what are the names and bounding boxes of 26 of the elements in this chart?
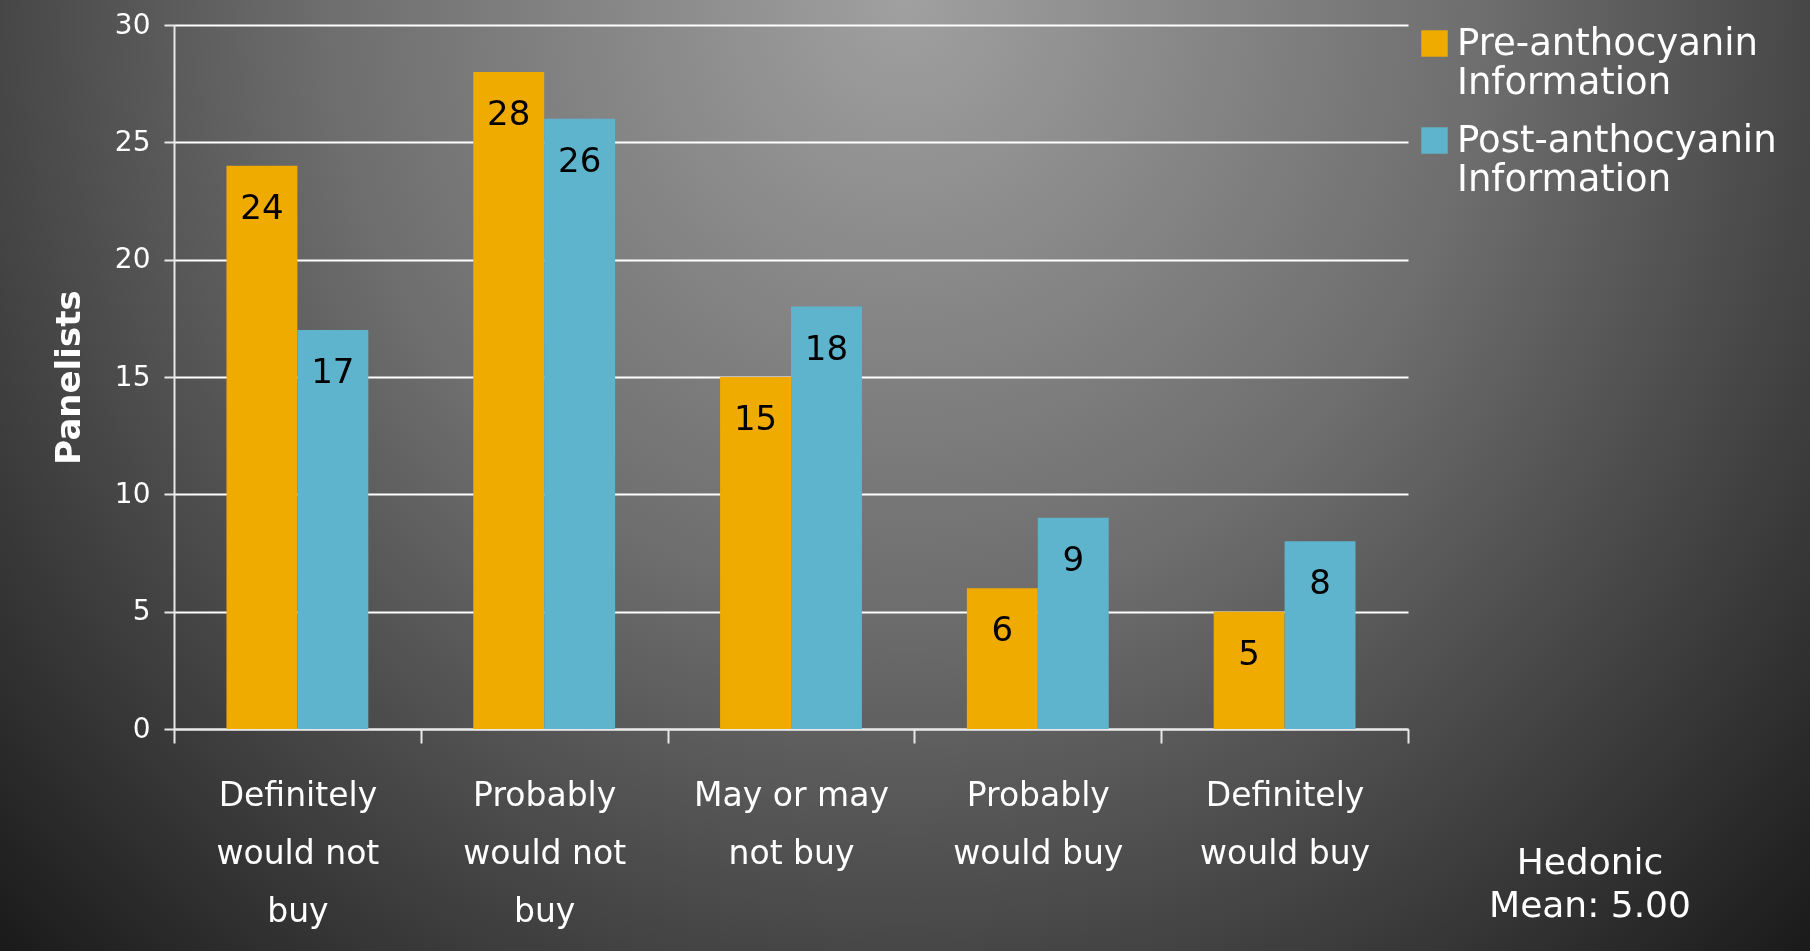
legend-label: Pre-anthocyanin Information xyxy=(1457,20,1758,103)
data-label: 5 xyxy=(1238,632,1260,673)
data-label: 8 xyxy=(1309,562,1331,603)
y-tick-label: 20 xyxy=(114,242,151,276)
text: Hedonic Mean: 5.00 xyxy=(1488,840,1692,927)
data-label: 26 xyxy=(558,139,602,180)
data-label: 15 xyxy=(733,398,778,438)
data-label: 24 xyxy=(240,186,284,227)
x-tick-label: Definitely would not buy xyxy=(216,774,380,930)
x-tick-label: May or may not buy xyxy=(694,774,889,872)
data-label: 18 xyxy=(804,327,849,368)
data-label: 6 xyxy=(991,609,1014,650)
y-tick-label: 5 xyxy=(132,594,151,628)
x-tick-label: Definitely would buy xyxy=(1200,774,1371,872)
y-tick-label: 10 xyxy=(114,476,151,510)
data-label: 28 xyxy=(487,92,531,133)
x-tick-label: Probably would buy xyxy=(953,774,1124,872)
y-tick-label: 30 xyxy=(114,7,151,41)
data-label: 17 xyxy=(311,351,355,392)
y-tick-label: 25 xyxy=(114,124,151,158)
legend-label: Post-anthocyanin Information xyxy=(1457,117,1777,200)
x-tick-label: Probably would not buy xyxy=(463,774,627,930)
y-axis-title: Panelists xyxy=(47,290,88,465)
y-tick-label: 0 xyxy=(132,711,151,745)
data-label: 9 xyxy=(1062,538,1085,579)
y-tick-label: 15 xyxy=(114,359,151,393)
